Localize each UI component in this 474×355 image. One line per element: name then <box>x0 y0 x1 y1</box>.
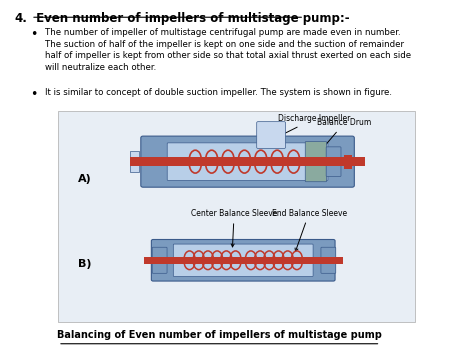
Text: •: • <box>30 28 37 41</box>
FancyBboxPatch shape <box>130 157 365 166</box>
FancyBboxPatch shape <box>167 143 328 180</box>
Text: Balance Drum: Balance Drum <box>317 118 372 152</box>
FancyBboxPatch shape <box>130 151 139 172</box>
FancyBboxPatch shape <box>344 155 353 169</box>
Text: •: • <box>30 88 37 101</box>
FancyBboxPatch shape <box>58 110 415 322</box>
Text: B): B) <box>78 259 91 269</box>
Text: End Balance Sleeve: End Balance Sleeve <box>272 208 346 251</box>
FancyBboxPatch shape <box>305 142 327 182</box>
FancyBboxPatch shape <box>257 122 285 148</box>
Text: Even number of impellers of multistage pump:-: Even number of impellers of multistage p… <box>32 12 349 25</box>
FancyBboxPatch shape <box>141 136 355 187</box>
FancyBboxPatch shape <box>326 147 341 176</box>
FancyBboxPatch shape <box>144 257 343 264</box>
Text: The number of impeller of multistage centrifugal pump are made even in number.
T: The number of impeller of multistage cen… <box>45 28 411 72</box>
Text: It is similar to concept of double suction impeller. The system is shown in figu: It is similar to concept of double sucti… <box>45 88 392 97</box>
FancyBboxPatch shape <box>152 247 167 273</box>
FancyBboxPatch shape <box>151 240 335 281</box>
Text: A): A) <box>78 174 91 184</box>
FancyBboxPatch shape <box>173 244 313 277</box>
Text: Discharge Impeller: Discharge Impeller <box>265 114 350 143</box>
Text: Balancing of Even number of impellers of multistage pump: Balancing of Even number of impellers of… <box>57 330 382 340</box>
Text: 4.: 4. <box>15 12 27 25</box>
FancyBboxPatch shape <box>321 247 336 273</box>
Text: Center Balance Sleeve: Center Balance Sleeve <box>191 209 277 247</box>
